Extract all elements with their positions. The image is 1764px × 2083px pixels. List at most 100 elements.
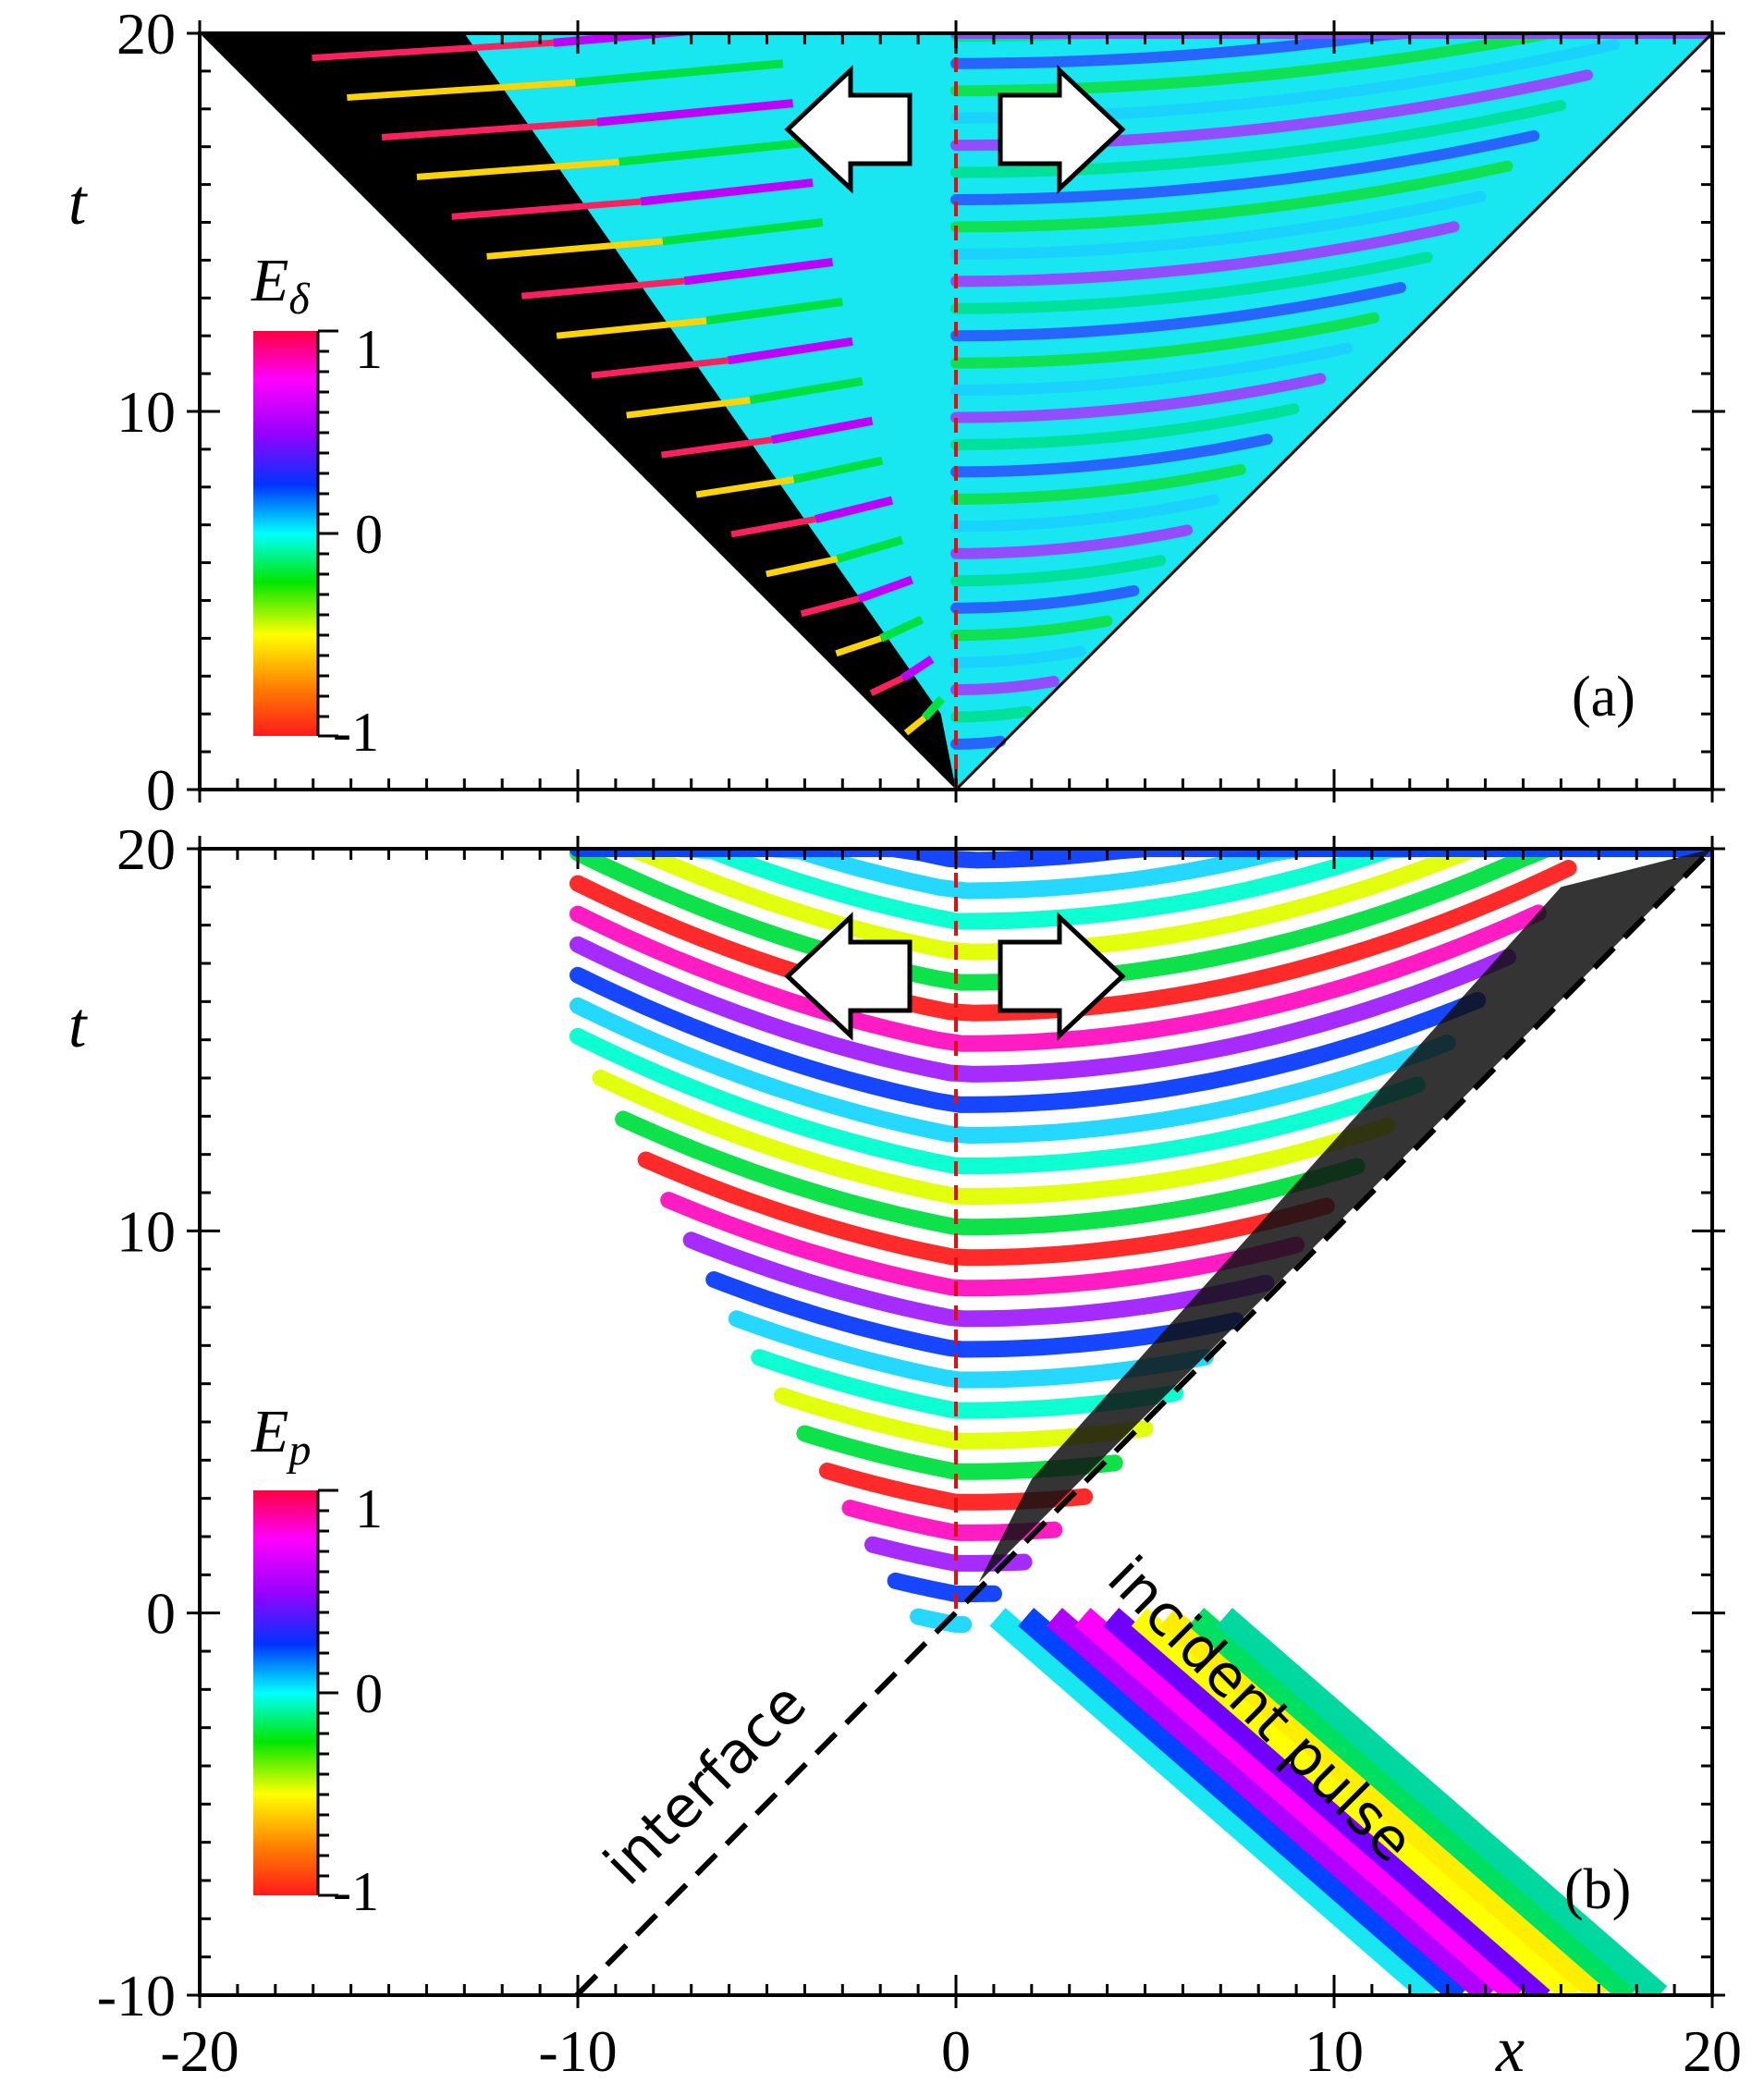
panel-a-reflected-band: [574, 59, 784, 87]
panel-b-scattered-band: [570, 849, 1668, 930]
panel-b-incident-pulse-band: [1103, 1607, 1554, 1995]
panel-a-reflected-band: [730, 516, 816, 538]
panel-a-reflected-band: [749, 376, 864, 405]
panel-a-reflected-band: [869, 675, 905, 696]
panel-a-reflected-band: [640, 178, 814, 206]
panel-a-reflected-band: [903, 715, 927, 736]
panel-a-reflected-band: [553, 33, 712, 47]
y-tick-label: 20: [116, 1, 176, 67]
panel-a-transmitted-band: [950, 585, 1140, 614]
panel-a-transmitted-band: [950, 251, 1433, 314]
panel-a-transmitted-band: [950, 676, 1060, 695]
panel-b-scattered-band: [570, 936, 1517, 1083]
panel-b-colorbar-title: Ep: [251, 1398, 311, 1475]
panel-a-reflected-band: [879, 615, 925, 643]
y-tick-label: 10: [116, 1198, 176, 1264]
panel-a-transmitted-band: [950, 494, 1219, 533]
x-axis-label: x: [1495, 2015, 1525, 2083]
panel-b-scattered-band: [728, 1310, 1214, 1389]
panel-a-transmitted-band: [950, 434, 1273, 478]
panel-a-transmitted-band: [950, 160, 1513, 233]
panel-a-reflected-band: [771, 416, 874, 445]
panel-a-colorbar-ticks: [316, 329, 338, 738]
panel-a-reflected-band: [619, 139, 803, 166]
panel-a-reflected-band: [556, 317, 707, 339]
panel-b-incident-pulse-band: [1074, 1607, 1525, 1995]
panel-a-transmitted-band: [950, 190, 1487, 260]
panel-a-reflected-band: [591, 357, 729, 379]
panel-b-scattered-band: [570, 997, 1456, 1145]
panel-a-reflected-band: [836, 535, 903, 563]
panel-b-incident-pulse-band: [989, 1607, 1440, 1995]
panel-b-colorbar-tick-min: -1: [333, 1861, 379, 1922]
panel-b-scattered-band: [570, 966, 1487, 1113]
panel-b-incident-pulse-band: [1046, 1607, 1498, 1995]
panel-b-scattered-band: [592, 1069, 1396, 1206]
panel-a-transmitted-band: [950, 373, 1327, 423]
panel-a-reflected-band: [416, 158, 619, 180]
panel-a-reflected-band: [347, 79, 576, 102]
panel-a-transmitted-band: [950, 312, 1380, 369]
panel-a-transmitted-band: [950, 735, 1007, 750]
y-tick-label: -10: [97, 1963, 176, 2028]
panel-a-colorbar-tick-min: -1: [333, 702, 379, 763]
panel-b-colorbar-bar: [253, 1490, 318, 1895]
panel-b-interface-line: [574, 846, 1715, 1998]
x-tick-label: -20: [160, 2018, 239, 2083]
panel-a-colorbar: Eδ 1 0 -1: [251, 247, 383, 763]
panel-b-scattered-band: [615, 1110, 1366, 1236]
panel-a-reflected-band: [662, 218, 824, 246]
panel-a-transmitted-band: [950, 100, 1567, 178]
panel-b-scattered-band: [864, 1536, 1033, 1572]
panel-a-transmitted-band: [950, 342, 1354, 397]
x-tick-label: 10: [1305, 2018, 1364, 2083]
y-tick-label: 0: [146, 757, 176, 823]
panel-b-scattered-band: [705, 1271, 1244, 1358]
x-tick-label: 0: [941, 2018, 971, 2083]
panel-b-scattered-band: [910, 1608, 973, 1634]
panel-b-colorbar-ticks: [316, 1489, 338, 1897]
panel-a-transmitted-band: [950, 555, 1167, 587]
panel-a-reflected-band: [857, 575, 913, 603]
panel-a-colorbar-bar: [253, 331, 318, 736]
panel-a-transmitted-band: [950, 524, 1194, 559]
panel-a-cone-edge-right: [954, 33, 1712, 790]
panel-a-reflected-band: [660, 436, 773, 459]
panel-a-colorbar-title: Eδ: [251, 247, 310, 324]
panel-b-scattered-band: [570, 849, 1698, 900]
panel-a-reflected-band: [451, 198, 642, 220]
panel-a-reflected-band: [695, 476, 795, 498]
panel-b-field: [570, 849, 1712, 1995]
panel-b-scattered-band: [637, 1151, 1335, 1267]
panel-b-ylabel: t: [68, 990, 88, 1061]
panel-b-transmitted-dark-zone: [978, 849, 1712, 1583]
panel-a-reflected-dark-zone: [200, 33, 956, 790]
panel-a-reflected-band: [921, 695, 946, 721]
panel-a-transmitted-band: [950, 463, 1246, 505]
panel-a-field: [200, 33, 1712, 790]
x-tick-label: -10: [538, 2018, 617, 2083]
panel-a-right-arrow: [998, 65, 1126, 194]
panel-b-right-arrow: [998, 912, 1126, 1041]
y-tick-label: 20: [116, 816, 176, 882]
panel-a-transmitted-band: [950, 403, 1300, 450]
panel-a-transmitted-band: [950, 221, 1460, 288]
panel-a-left-arrow: [784, 65, 913, 194]
panel-b-scattered-band: [570, 904, 1547, 1052]
panel-a-ticks: 0 10 20: [116, 1, 1725, 823]
panel-b-label: (b): [1564, 1858, 1631, 1921]
panel-a-reflected-band: [381, 118, 598, 141]
panel-a-reflected-band: [900, 656, 935, 682]
panel-a-reflected-band: [626, 397, 751, 419]
panel-b-scattered-band: [660, 1192, 1305, 1297]
panel-a-reflected-band: [521, 277, 685, 300]
x-tick-label: 20: [1683, 2018, 1742, 2083]
panel-b-scattered-band: [682, 1231, 1275, 1328]
panel-b-incident-pulse-band: [1131, 1607, 1583, 1995]
y-tick-label: 10: [116, 379, 176, 445]
panel-a-reflected-band: [815, 496, 894, 523]
panel-a-transmitted-band: [950, 705, 1033, 723]
panel-b-incident-pulse-band: [1216, 1607, 1668, 1995]
